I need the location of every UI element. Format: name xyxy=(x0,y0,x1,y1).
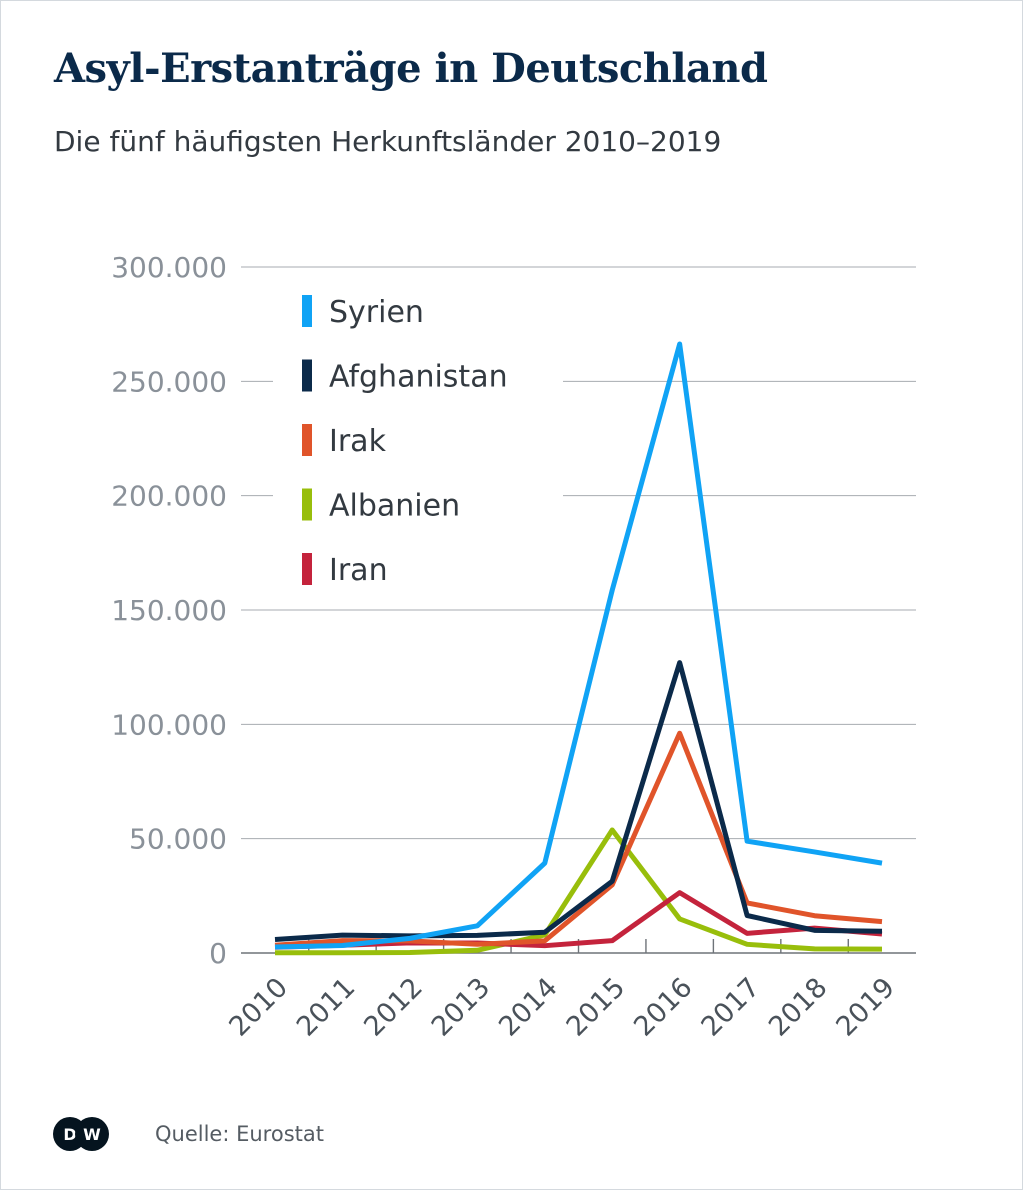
y-tick-label: 300.000 xyxy=(111,251,227,284)
y-tick-label: 100.000 xyxy=(111,708,227,741)
legend-label: Afghanistan xyxy=(329,360,508,395)
chart-title: Asyl-Erstanträge in Deutschland xyxy=(54,45,768,92)
x-tick-label: 2012 xyxy=(358,972,429,1043)
x-tick-label: 2019 xyxy=(830,972,901,1043)
legend-label: Iran xyxy=(329,553,388,588)
dw-logo-w: W xyxy=(75,1117,109,1151)
legend-swatch xyxy=(302,553,312,585)
legend-label: Albanien xyxy=(329,489,460,524)
series-line-syrien xyxy=(274,341,883,950)
x-tick-label: 2011 xyxy=(291,972,362,1043)
y-tick-label: 150.000 xyxy=(111,594,227,627)
line-chart: 0 50.000 100.000 150.000 200.000 250.000 300.0… xyxy=(111,251,916,1043)
legend: Syrien Afghanistan Irak Albanien Iran xyxy=(302,295,508,588)
x-tick-label: 2013 xyxy=(426,972,497,1043)
y-axis: 0 50.000 100.000 150.000 200.000 250.000 300.0… xyxy=(111,251,227,970)
series-layer xyxy=(274,341,883,956)
x-tick-label: 2017 xyxy=(696,972,767,1043)
series-line-albanien xyxy=(275,827,883,956)
x-tick-label: 2015 xyxy=(561,972,632,1043)
source-note: Quelle: Eurostat xyxy=(155,1122,324,1146)
x-tick-label: 2018 xyxy=(763,972,834,1043)
legend-swatch xyxy=(302,424,312,456)
x-tick-label: 2010 xyxy=(223,972,294,1043)
y-tick-label: 0 xyxy=(209,937,227,970)
series-line-irak xyxy=(274,730,883,948)
y-tick-label: 200.000 xyxy=(111,480,227,513)
y-tick-label: 50.000 xyxy=(129,823,227,856)
chart-subtitle: Die fünf häufigsten Herkunftsländer 2010… xyxy=(54,125,722,158)
footer: D W Quelle: Eurostat xyxy=(53,1117,324,1151)
legend-label: Irak xyxy=(329,424,387,459)
legend-swatch xyxy=(302,359,312,392)
legend-swatch xyxy=(302,295,312,327)
legend-swatch xyxy=(302,488,312,521)
legend-label: Syrien xyxy=(329,295,424,330)
dw-logo: D W xyxy=(53,1117,111,1151)
x-tick-label: 2016 xyxy=(628,972,699,1043)
y-tick-label: 250.000 xyxy=(111,365,227,398)
x-tick-label: 2014 xyxy=(493,972,564,1043)
series-line-afghanistan xyxy=(274,660,883,943)
